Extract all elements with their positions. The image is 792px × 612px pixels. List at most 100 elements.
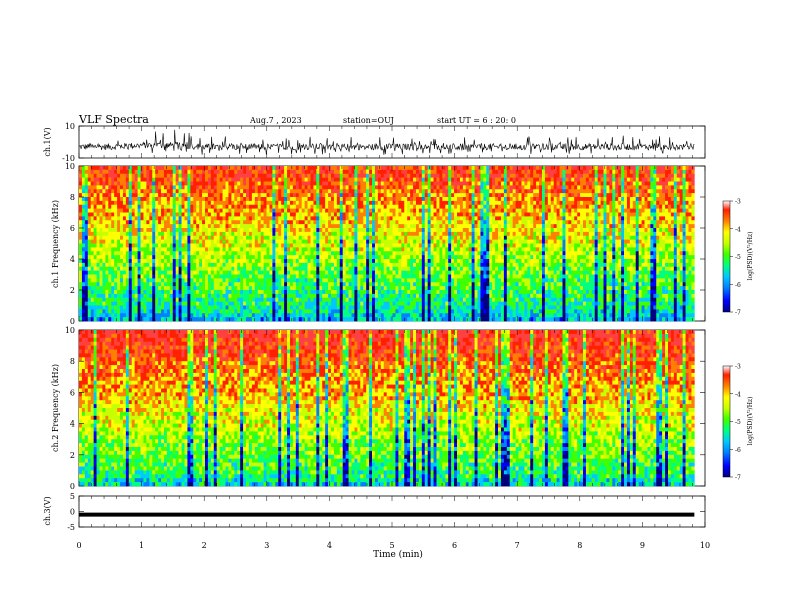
spec1-cell	[172, 262, 176, 268]
spec1-cell	[219, 200, 223, 206]
spec1-cell	[79, 266, 83, 271]
spec1-cell	[248, 266, 253, 271]
spec1-cell	[366, 290, 370, 295]
spec1-cell	[158, 309, 162, 314]
spec1-cell	[190, 266, 194, 271]
spec1-cell	[377, 200, 382, 206]
spec1-cell	[287, 255, 291, 260]
spec1-cell	[158, 282, 162, 287]
spec1-cell	[84, 270, 89, 275]
spec1-cell	[436, 309, 440, 314]
spec1-cell	[79, 208, 83, 213]
spec1-cell	[424, 193, 428, 198]
spec1-cell	[140, 204, 144, 209]
spec1-cell	[90, 270, 94, 275]
spec1-cell	[439, 255, 443, 260]
spec1-cell	[251, 297, 256, 302]
spec1-cell	[111, 259, 115, 264]
spec1-cell	[307, 259, 311, 264]
spec1-cell	[260, 235, 264, 240]
spec1-cell	[389, 220, 393, 225]
spec1-cell	[354, 216, 358, 221]
spec1-cell	[140, 313, 144, 318]
spec1-cell	[169, 297, 174, 302]
spec1-cell	[196, 274, 200, 279]
spec1-cell	[377, 169, 382, 175]
spec1-cell	[281, 293, 285, 299]
spec1-cell	[392, 313, 396, 318]
spec1-cell	[427, 181, 431, 186]
spec1-cell	[248, 169, 253, 175]
spec1-cell	[351, 278, 355, 283]
spec1-cell	[298, 239, 302, 244]
spec1-cell	[184, 282, 188, 287]
spec1-cell	[407, 262, 411, 268]
spec1-cell	[331, 317, 335, 322]
spec1-cell	[430, 181, 434, 186]
spec1-cell	[386, 235, 390, 240]
spec1-cell	[219, 220, 223, 225]
spec1-cell	[178, 166, 182, 171]
spec1-cell	[410, 208, 414, 213]
spec1-cell	[102, 231, 106, 237]
spec1-cell	[187, 266, 191, 271]
spec1-cell	[79, 185, 83, 190]
spec1-cell	[287, 309, 291, 314]
spec1-cell	[128, 239, 133, 244]
spec1-cell	[161, 313, 165, 318]
spec1-cell	[395, 181, 399, 186]
spec1-cell	[175, 309, 179, 314]
spec1-cell	[395, 251, 399, 256]
spec1-cell	[155, 169, 159, 175]
spec1-cell	[187, 297, 191, 302]
spec1-cell	[278, 212, 282, 217]
spec1-cell	[348, 262, 352, 268]
spec1-cell	[111, 255, 115, 260]
spec1-cell	[389, 231, 393, 237]
spec1-cell	[222, 231, 226, 237]
spec1-cell	[325, 301, 329, 306]
spec1-cell	[439, 173, 443, 178]
spec1-cell	[354, 166, 358, 171]
spec1-cell	[436, 177, 440, 182]
spec1-cell	[430, 259, 434, 264]
spec1-cell	[196, 305, 200, 310]
spec1-cell	[143, 251, 147, 256]
spec1-cell	[137, 224, 141, 229]
spec1-cell	[439, 166, 443, 171]
spec1-cell	[442, 266, 446, 271]
spec1-cell	[84, 297, 89, 302]
spec1-cell	[325, 212, 329, 217]
spec1-cell	[322, 270, 326, 275]
spec1-cell	[292, 309, 297, 314]
spec1-cell	[178, 200, 182, 206]
spec1-cell	[122, 255, 127, 260]
spec1-cell	[404, 262, 408, 268]
spec1-cell	[436, 216, 440, 221]
spec1-cell	[374, 239, 379, 244]
spec1-cell	[275, 243, 279, 248]
spec1-cell	[184, 293, 188, 299]
spec1-cell	[172, 200, 176, 206]
spec1-cell	[322, 313, 326, 318]
spec1-cell	[143, 297, 147, 302]
spec1-cell	[134, 293, 138, 299]
spec1-cell	[316, 228, 320, 233]
spec1-cell	[395, 293, 399, 299]
spec1-cell	[301, 266, 305, 271]
spec1-cell	[137, 239, 141, 244]
spec1-cell	[243, 251, 247, 256]
spec1-cell	[152, 305, 156, 310]
spec1-cell	[421, 266, 426, 271]
spec1-cell	[266, 189, 270, 194]
spec1-cell	[202, 235, 206, 240]
spec1-cell	[158, 270, 162, 275]
spec1-cell	[377, 204, 382, 209]
spec1-cell	[169, 259, 174, 264]
spec1-cell	[292, 224, 297, 229]
spec1-cell	[374, 266, 379, 271]
spec1-cell	[307, 212, 311, 217]
spec1-cell	[357, 297, 361, 302]
spec1-cell	[304, 309, 308, 314]
spec1-cell	[161, 235, 165, 240]
